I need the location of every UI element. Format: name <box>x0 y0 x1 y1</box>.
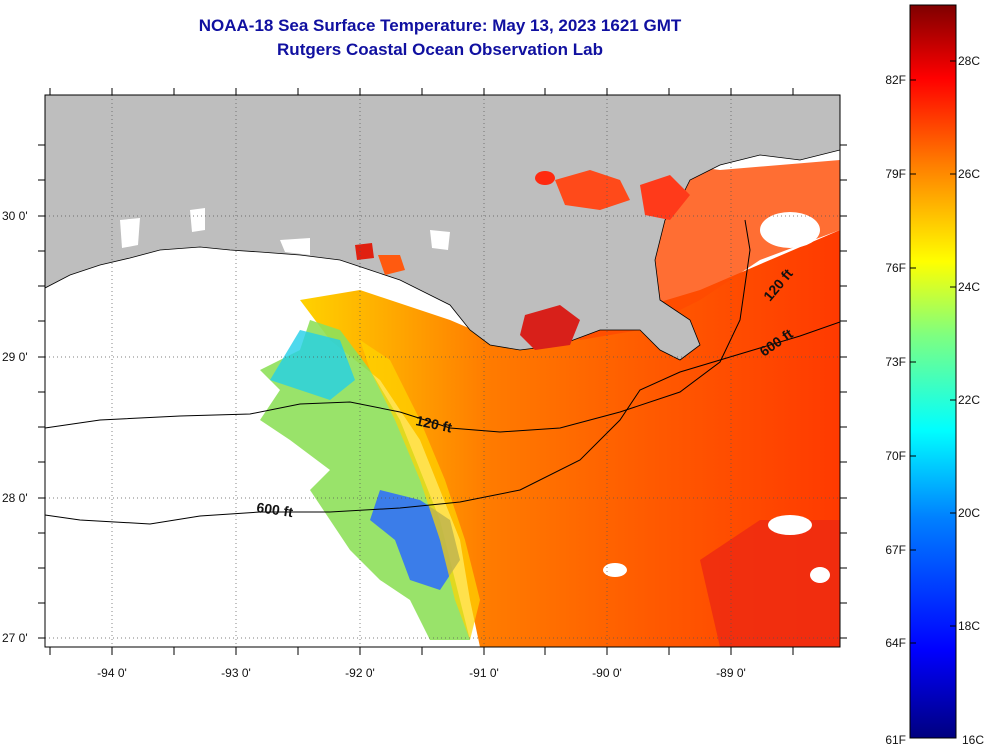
warm-water-region <box>300 230 840 647</box>
yellow-front-band <box>360 340 480 640</box>
map-graticule <box>45 95 840 647</box>
lat-label: 28 0' <box>2 491 28 505</box>
colorbar-c-label: 20C <box>958 506 980 520</box>
lake-patch <box>355 243 374 260</box>
no-data-lake <box>120 218 140 248</box>
cloud-gap <box>810 567 830 583</box>
colorbar-c-label: 16C <box>962 733 984 747</box>
colorbar-f-label: 64F <box>885 636 906 650</box>
bay-patch <box>520 305 580 350</box>
colorbar-c-label: 18C <box>958 619 980 633</box>
lon-label: -91 0' <box>469 666 499 680</box>
lat-label: 30 0' <box>2 209 28 223</box>
colorbar-f-label: 82F <box>885 73 906 87</box>
map-panel <box>45 95 840 647</box>
no-data-lake <box>190 208 205 232</box>
axis-ticks <box>38 88 847 655</box>
no-data-lake <box>430 230 450 250</box>
colorbar-c-label: 24C <box>958 280 980 294</box>
colorbar-c-label: 22C <box>958 393 980 407</box>
lat-label: 29 0' <box>2 350 28 364</box>
lake-patch <box>640 175 690 220</box>
contour-label-120ft-west: 120 ft <box>414 412 453 435</box>
colorbar-f-label: 73F <box>885 355 906 369</box>
contour-600ft <box>45 321 840 525</box>
colorbar-c-label: 26C <box>958 167 980 181</box>
cloud-gap <box>603 563 627 577</box>
colorbar-c-label: 28C <box>958 54 980 68</box>
map-border <box>44 94 841 648</box>
map-title: NOAA-18 Sea Surface Temperature: May 13,… <box>198 16 682 35</box>
contour-label-600ft-west: 600 ft <box>256 499 295 520</box>
colorbar-f-label: 76F <box>885 261 906 275</box>
hot-water-patch <box>700 520 840 647</box>
lake-patch <box>378 255 405 275</box>
lon-label: -90 0' <box>592 666 622 680</box>
colorbar-ticks <box>910 60 956 644</box>
lake-patch <box>535 171 555 185</box>
lon-label: -94 0' <box>97 666 127 680</box>
colorbar-f-label: 79F <box>885 167 906 181</box>
lake-patch <box>555 170 630 210</box>
map-subtitle: Rutgers Coastal Ocean Observation Lab <box>277 40 603 59</box>
lat-label: 27 0' <box>2 631 28 645</box>
lon-label: -93 0' <box>221 666 251 680</box>
lon-label: -92 0' <box>345 666 375 680</box>
colorbar-f-label: 67F <box>885 543 906 557</box>
contour-120ft <box>45 219 751 433</box>
colorbar <box>909 4 957 739</box>
colorbar-f-label: 61F <box>885 733 906 747</box>
cloud-gap <box>760 212 820 248</box>
cloud-gap <box>768 515 812 535</box>
lon-label: -89 0' <box>716 666 746 680</box>
no-data-lake <box>280 238 310 255</box>
colorbar-f-label: 70F <box>885 449 906 463</box>
cyan-water-patch <box>270 330 355 400</box>
